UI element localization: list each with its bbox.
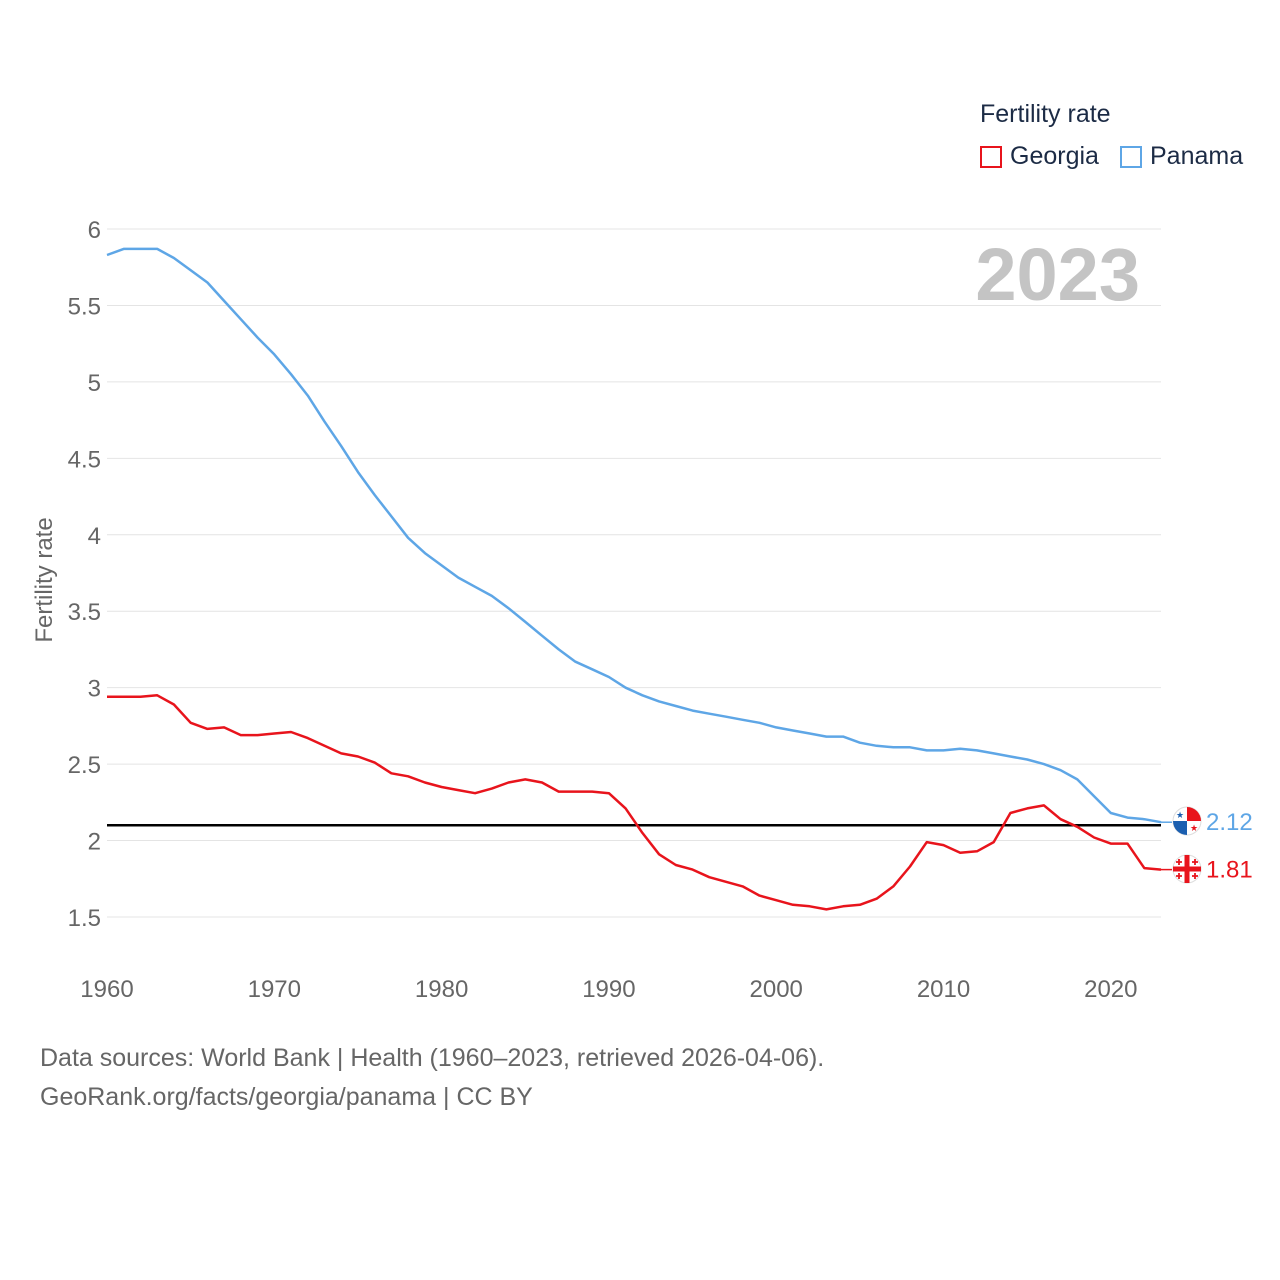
- x-tick-label: 2020: [1084, 976, 1137, 1003]
- legend-title: Fertility rate: [980, 100, 1111, 128]
- y-axis-label: Fertility rate: [31, 517, 58, 642]
- x-tick-label: 1990: [582, 976, 635, 1003]
- x-tick-label: 1980: [415, 976, 468, 1003]
- series-layer: 1.81 2.12: [106, 247, 1253, 911]
- legend-label-georgia: Georgia: [1010, 142, 1099, 170]
- legend-swatch-georgia: [980, 145, 1002, 168]
- y-tick-label: 2: [88, 829, 101, 856]
- end-label-georgia: 1.81: [1206, 857, 1253, 884]
- y-tick-label: 2.5: [68, 752, 101, 779]
- y-tick-label: 3.5: [68, 599, 101, 626]
- series-line-georgia: [107, 694, 1162, 911]
- svg-text:★: ★: [1190, 824, 1198, 834]
- gridlines: [107, 228, 1161, 918]
- x-tick-label: 1960: [80, 976, 133, 1003]
- flags-layer: ★ ★: [1172, 806, 1202, 884]
- legend-swatch-panama: [1120, 145, 1142, 168]
- year-watermark: 2023: [975, 233, 1140, 316]
- legend-label-panama: Panama: [1150, 142, 1244, 170]
- y-tick-label: 4: [88, 523, 101, 550]
- legend-item-panama[interactable]: Panama: [1120, 142, 1243, 171]
- legend-item-georgia[interactable]: Georgia: [980, 142, 1099, 171]
- end-label-panama: 2.12: [1206, 809, 1253, 836]
- y-axis-ticks: 1.5 2 2.5 3 3.5 4 4.5 5 5.5 6: [68, 217, 101, 932]
- x-axis-ticks: 1960 1970 1980 1990 2000 2010 2020: [80, 976, 1137, 1003]
- x-tick-label: 2000: [750, 976, 803, 1003]
- y-tick-label: 6: [88, 217, 101, 244]
- georgia-flag-icon: [1172, 854, 1202, 884]
- source-line-2: GeoRank.org/facts/georgia/panama | CC BY: [40, 1083, 533, 1111]
- y-tick-label: 5: [88, 370, 101, 397]
- series-line-panama: [106, 247, 1162, 824]
- source-line-1: Data sources: World Bank | Health (1960–…: [40, 1044, 825, 1072]
- x-tick-label: 2010: [917, 976, 970, 1003]
- y-tick-label: 1.5: [68, 905, 101, 932]
- y-tick-label: 5.5: [68, 293, 101, 320]
- svg-text:★: ★: [1176, 811, 1184, 821]
- x-tick-label: 1970: [248, 976, 301, 1003]
- panama-flag-icon: ★ ★: [1172, 806, 1202, 836]
- y-tick-label: 3: [88, 676, 101, 703]
- y-tick-label: 4.5: [68, 446, 101, 473]
